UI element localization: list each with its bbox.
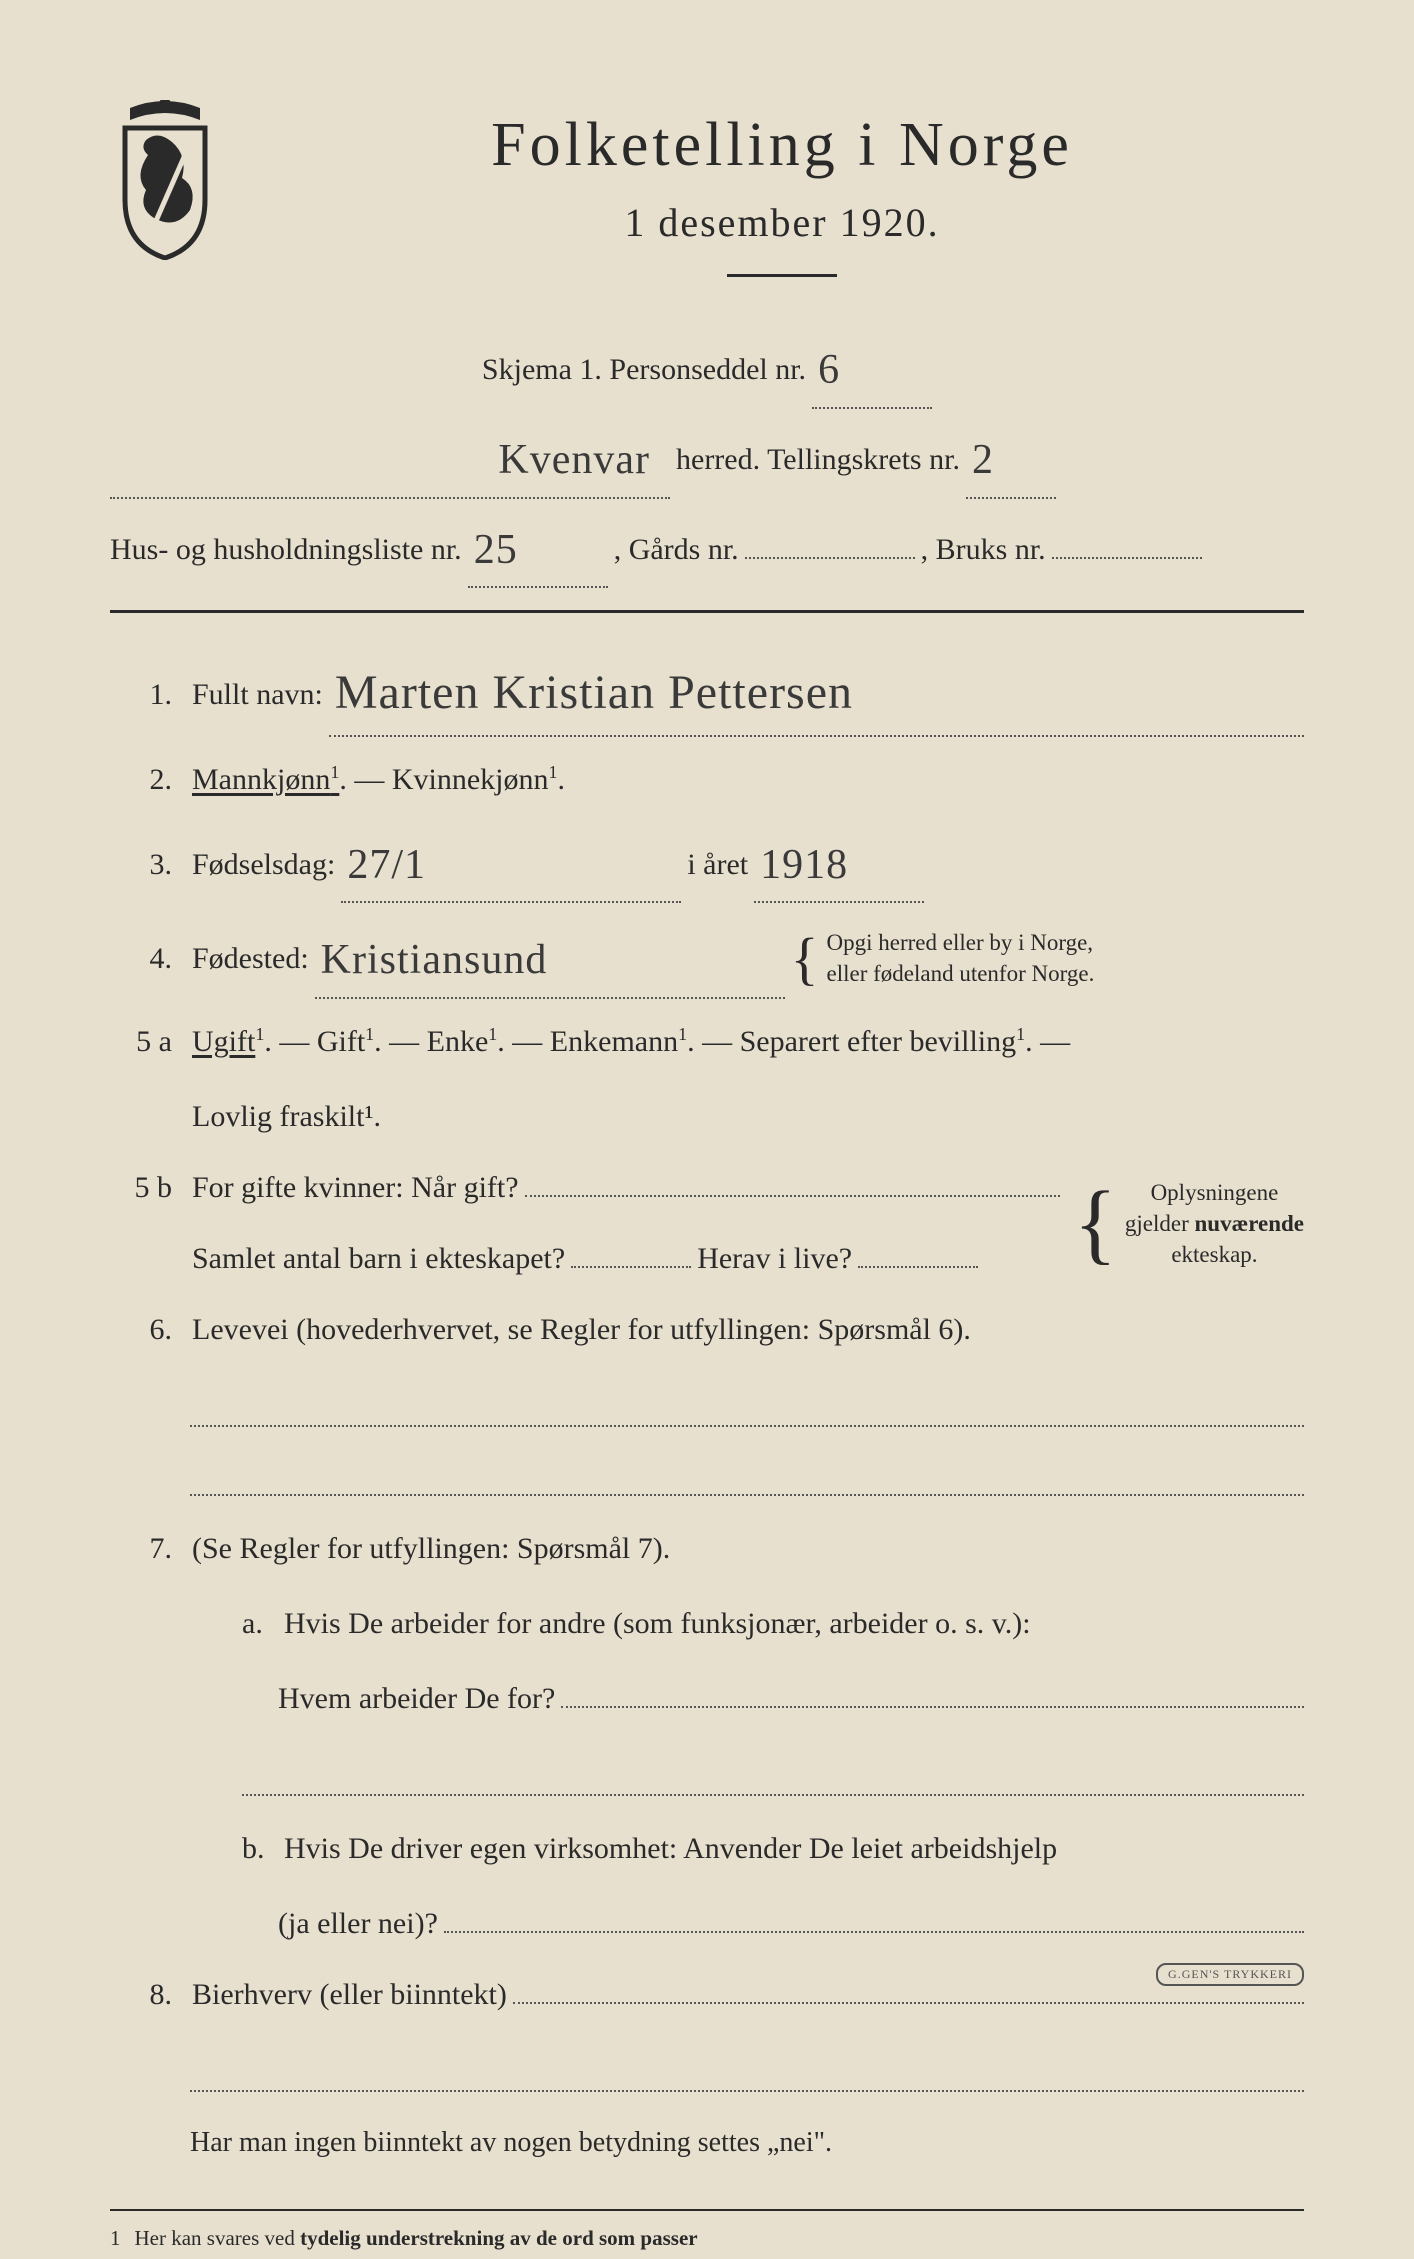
q5b-row: 5 b For gifte kvinner: Når gift? Samlet … xyxy=(110,1159,1304,1287)
q7-num: 7. xyxy=(110,1520,172,1577)
q3-label: Fødselsdag: xyxy=(192,836,335,893)
hus-label: Hus- og husholdningsliste nr. xyxy=(110,521,462,578)
q5a-line2: Lovlig fraskilt¹. xyxy=(192,1088,1304,1145)
q7b-l2: (ja eller nei)? xyxy=(278,1895,438,1952)
gards-label: , Gårds nr. xyxy=(614,521,739,578)
title-rule xyxy=(727,274,837,277)
q4-value: Kristiansund xyxy=(321,937,548,983)
footnote-rule xyxy=(110,2209,1304,2211)
q1-num: 1. xyxy=(110,666,172,723)
q3-row: 3. Fødselsdag: 27/1 i året 1918 xyxy=(110,822,1304,904)
printer-stamp: G.GEN'S TRYKKERI xyxy=(1156,1963,1304,1986)
row-hus: Hus- og husholdningsliste nr. 25 , Gårds… xyxy=(110,507,1304,589)
q6-blank2 xyxy=(190,1451,1304,1496)
q6-blank1 xyxy=(190,1382,1304,1427)
q7a-blank xyxy=(242,1751,1304,1796)
row-skjema: Skjema 1. Personseddel nr. 6 xyxy=(110,327,1304,409)
herred-suffix: herred. Tellingskrets nr. xyxy=(676,431,960,488)
q8-text: Bierhverv (eller biinntekt) xyxy=(192,1966,507,2023)
q8-row: 8. Bierhverv (eller biinntekt) xyxy=(110,1966,1304,2023)
divider xyxy=(110,610,1304,613)
q2-row: 2. Mannkjønn1. — Kvinnekjønn1. xyxy=(110,751,1304,808)
q5a-text: Ugift1. — Gift1. — Enke1. — Enkemann1. —… xyxy=(192,1025,1070,1058)
q3-num: 3. xyxy=(110,836,172,893)
q4-note: { Opgi herred eller by i Norge, eller fø… xyxy=(791,927,1095,989)
q3-year: 1918 xyxy=(760,842,848,888)
q2-opt1: Mannkjønn1 xyxy=(192,763,339,796)
q7a: a. Hvis De arbeider for andre (som funks… xyxy=(242,1595,1304,1652)
q3-mid: i året xyxy=(687,836,748,893)
q7-intro: (Se Regler for utfyllingen: Spørsmål 7). xyxy=(192,1520,1304,1577)
tellingskrets-nr: 2 xyxy=(972,437,994,483)
q5a-num: 5 a xyxy=(110,1013,172,1070)
subtitle: 1 desember 1920. xyxy=(260,199,1304,246)
main-title: Folketelling i Norge xyxy=(260,110,1304,181)
q8-blank xyxy=(190,2047,1304,2092)
q5b-note: { Oplysningene gjelder nuværende ekteska… xyxy=(1074,1177,1304,1270)
skjema-label: Skjema 1. Personseddel nr. xyxy=(482,341,806,398)
q6-row: 6. Levevei (hovederhvervet, se Regler fo… xyxy=(110,1301,1304,1358)
q2-num: 2. xyxy=(110,751,172,808)
q7b: b. Hvis De driver egen virksomhet: Anven… xyxy=(242,1820,1304,1877)
q5a-row: 5 a Ugift1. — Gift1. — Enke1. — Enkemann… xyxy=(110,1013,1304,1145)
tail-line: Har man ingen biinntekt av nogen betydni… xyxy=(190,2116,1304,2169)
q2-opt2: Kvinnekjønn1 xyxy=(392,763,558,796)
hus-nr: 25 xyxy=(474,527,518,573)
q1-value: Marten Kristian Pettersen xyxy=(335,666,853,719)
coat-of-arms-icon xyxy=(110,100,220,260)
q8-num: 8. xyxy=(110,1966,172,2023)
q3-day: 27/1 xyxy=(347,842,426,888)
personseddel-nr: 6 xyxy=(818,347,840,393)
q4-num: 4. xyxy=(110,930,172,987)
herred-value: Kvenvar xyxy=(498,437,650,483)
q4-label: Fødested: xyxy=(192,930,309,987)
q4-row: 4. Fødested: Kristiansund { Opgi herred … xyxy=(110,917,1304,999)
q5b-l1: For gifte kvinner: Når gift? xyxy=(192,1159,519,1216)
q1-row: 1. Fullt navn: Marten Kristian Pettersen xyxy=(110,643,1304,736)
q5b-l2a: Samlet antal barn i ekteskapet? xyxy=(192,1230,565,1287)
q6-num: 6. xyxy=(110,1301,172,1358)
q7a-l2: Hvem arbeider De for? xyxy=(278,1670,555,1727)
q6-text: Levevei (hovederhvervet, se Regler for u… xyxy=(192,1301,1304,1358)
q7-row: 7. (Se Regler for utfyllingen: Spørsmål … xyxy=(110,1520,1304,1952)
q5b-l2b: Herav i live? xyxy=(697,1230,852,1287)
footnote: 1 Her kan svares ved tydelig understrekn… xyxy=(110,2219,1304,2259)
row-herred: Kvenvar herred. Tellingskrets nr. 2 xyxy=(110,417,1304,499)
q1-label: Fullt navn: xyxy=(192,666,323,723)
q5b-num: 5 b xyxy=(110,1159,172,1216)
bruks-label: , Bruks nr. xyxy=(921,521,1046,578)
